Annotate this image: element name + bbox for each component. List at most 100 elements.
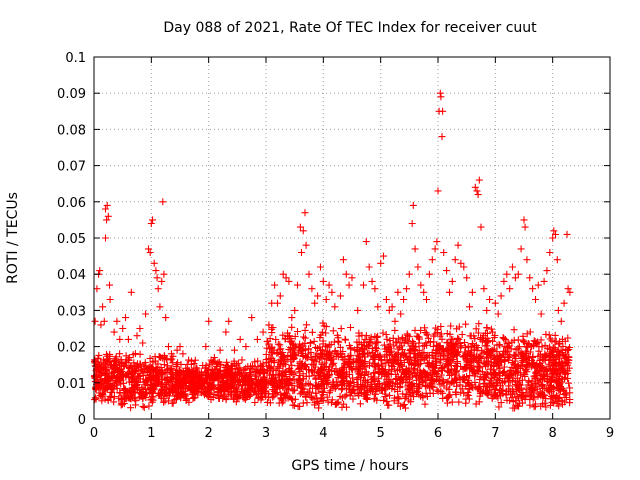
data-point	[137, 393, 145, 401]
data-point	[354, 344, 361, 351]
data-point	[329, 383, 337, 391]
data-point	[446, 349, 454, 357]
data-point	[436, 89, 444, 97]
data-point	[550, 399, 558, 407]
data-point	[534, 281, 542, 289]
data-point	[290, 376, 298, 383]
data-point	[224, 390, 232, 398]
data-point	[408, 220, 416, 227]
data-point	[555, 352, 563, 360]
data-point	[524, 343, 532, 351]
data-point	[384, 401, 392, 409]
data-point	[468, 351, 476, 359]
data-point	[498, 358, 505, 366]
data-point	[301, 346, 309, 354]
data-point	[174, 370, 181, 378]
data-point	[432, 370, 440, 377]
data-point	[437, 93, 445, 101]
data-point	[425, 352, 433, 360]
data-point	[302, 363, 310, 371]
data-point	[337, 292, 344, 300]
data-point	[487, 325, 495, 333]
data-point	[202, 343, 210, 351]
data-point	[549, 374, 556, 382]
data-point	[322, 296, 330, 303]
data-point	[254, 376, 262, 384]
data-point	[497, 392, 504, 400]
data-point	[421, 329, 429, 336]
data-point	[169, 399, 177, 407]
data-point	[391, 317, 399, 325]
data-point	[484, 338, 491, 346]
data-point	[458, 331, 466, 338]
data-point	[372, 387, 380, 395]
data-point	[103, 216, 111, 224]
data-point	[420, 288, 428, 296]
data-point	[480, 380, 488, 388]
data-point	[500, 335, 508, 343]
data-point	[276, 341, 284, 349]
data-point	[301, 326, 309, 334]
data-point	[330, 382, 338, 390]
data-point	[523, 358, 530, 366]
data-point	[158, 367, 166, 375]
data-point	[251, 399, 259, 406]
data-point	[326, 387, 334, 395]
data-point	[310, 337, 318, 345]
data-point	[291, 332, 299, 340]
data-point	[511, 351, 519, 359]
data-point	[190, 393, 198, 401]
data-point	[288, 314, 296, 322]
data-point	[533, 361, 541, 369]
data-point	[324, 373, 332, 381]
data-point	[271, 281, 279, 289]
data-point	[460, 389, 468, 397]
data-point	[354, 306, 362, 314]
data-point	[356, 400, 364, 408]
data-point	[331, 348, 339, 356]
data-point	[509, 263, 516, 271]
data-point	[452, 376, 460, 384]
data-point	[345, 342, 353, 349]
data-point	[556, 358, 564, 366]
data-point	[389, 355, 397, 363]
data-point	[284, 356, 292, 363]
data-point	[128, 392, 135, 400]
data-point	[178, 389, 185, 397]
data-point	[116, 389, 124, 397]
data-point	[471, 378, 479, 386]
data-point	[373, 396, 381, 404]
data-point	[247, 380, 255, 388]
data-point	[179, 350, 187, 358]
data-point	[97, 371, 105, 379]
data-point	[167, 364, 175, 372]
data-point	[296, 402, 304, 410]
data-point	[427, 338, 434, 346]
data-point	[234, 381, 242, 389]
data-point	[98, 397, 106, 405]
data-point	[182, 397, 190, 404]
data-point	[455, 335, 463, 343]
data-point	[539, 382, 547, 390]
data-point	[457, 259, 465, 267]
data-point	[477, 352, 485, 360]
data-point	[288, 340, 296, 348]
data-point	[171, 388, 179, 396]
data-point	[358, 383, 366, 391]
data-point	[124, 370, 132, 377]
data-point	[328, 361, 336, 369]
data-point	[514, 362, 522, 370]
data-point	[279, 382, 287, 390]
data-point	[216, 366, 224, 374]
data-point	[466, 303, 473, 311]
data-point	[400, 401, 408, 408]
data-point	[374, 380, 382, 388]
data-point	[428, 363, 436, 371]
data-point	[207, 396, 215, 403]
y-tick-label: 0.09	[57, 87, 86, 102]
data-point	[324, 398, 332, 406]
data-point	[143, 369, 151, 376]
data-point	[518, 350, 526, 358]
data-point	[241, 373, 249, 381]
data-point	[440, 363, 448, 371]
